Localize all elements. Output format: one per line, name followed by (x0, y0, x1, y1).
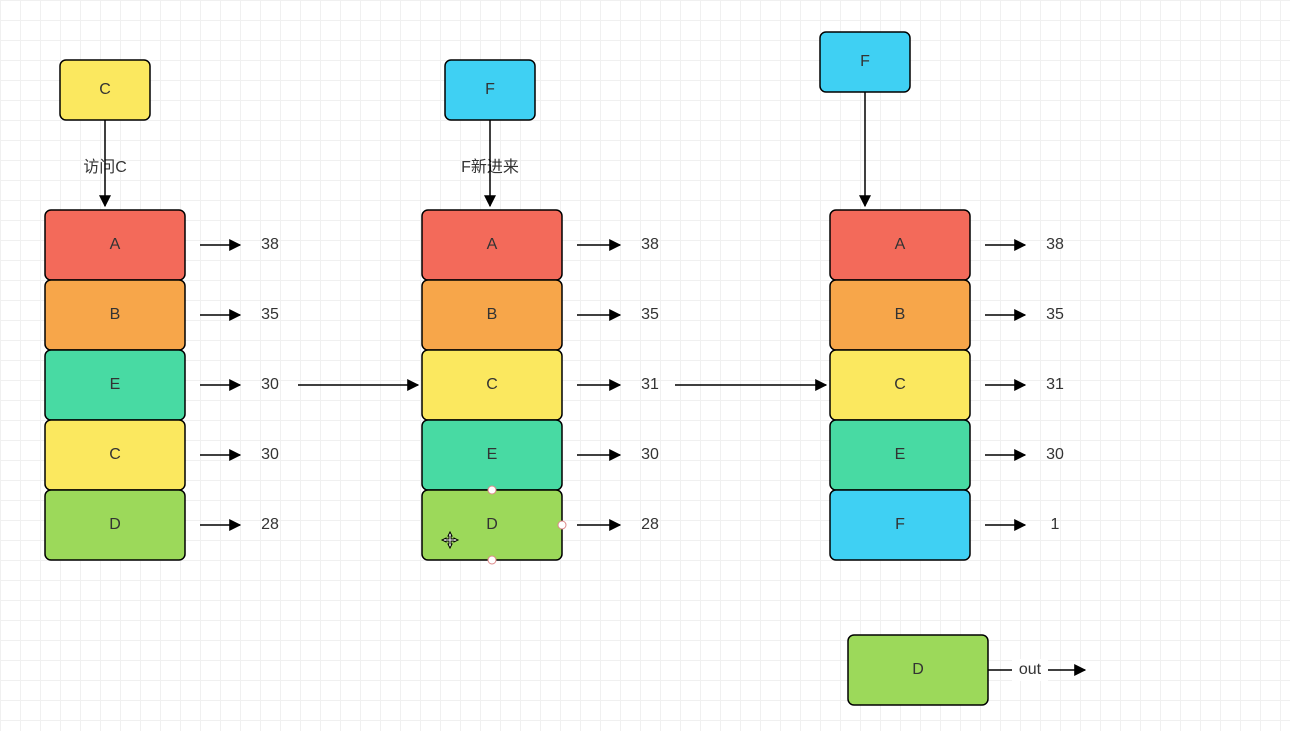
col1-incoming-box: C (60, 60, 150, 120)
svg-text:38: 38 (1046, 236, 1064, 253)
col1: C访问CA38B35E30C30D28 (45, 60, 279, 560)
col2-cell-D: D (422, 490, 562, 560)
svg-text:F: F (895, 516, 905, 533)
col3-cell-C: C (830, 350, 970, 420)
svg-text:1: 1 (1051, 516, 1060, 533)
svg-text:A: A (110, 236, 121, 253)
svg-text:D: D (912, 661, 924, 678)
col2-cell-C: C (422, 350, 562, 420)
svg-text:E: E (110, 376, 121, 393)
svg-text:A: A (487, 236, 498, 253)
svg-text:out: out (1019, 661, 1042, 678)
col3-cell-B: B (830, 280, 970, 350)
selection-handle-bottom[interactable] (488, 556, 496, 564)
col2-cell-B: B (422, 280, 562, 350)
col1-cell-D: D (45, 490, 185, 560)
col1-cell-A: A (45, 210, 185, 280)
col3-cell-E: E (830, 420, 970, 490)
svg-text:C: C (99, 81, 111, 98)
col2-incoming-box: F (445, 60, 535, 120)
svg-text:F: F (860, 53, 870, 70)
svg-text:D: D (109, 516, 121, 533)
col3-incoming-box: F (820, 32, 910, 92)
svg-text:38: 38 (261, 236, 279, 253)
col3-cell-F: F (830, 490, 970, 560)
col1-cell-B: B (45, 280, 185, 350)
svg-text:28: 28 (641, 516, 659, 533)
svg-text:D: D (486, 516, 498, 533)
col3: F A 38 B 35 C 31 E 30 F 1 (820, 32, 1064, 560)
svg-text:B: B (110, 306, 121, 323)
svg-text:C: C (109, 446, 121, 463)
diagram-canvas: C访问CA38B35E30C30D28FF新进来A38B35C31E30D28F… (0, 0, 1290, 731)
svg-text:31: 31 (1046, 376, 1064, 393)
svg-text:A: A (895, 236, 906, 253)
col2: FF新进来A38B35C31E30D28 (422, 60, 659, 564)
col2-cell-A: A (422, 210, 562, 280)
svg-text:31: 31 (641, 376, 659, 393)
svg-text:B: B (895, 306, 906, 323)
col1-cell-E: E (45, 350, 185, 420)
svg-text:35: 35 (261, 306, 279, 323)
col3-cell-A: A (830, 210, 970, 280)
svg-text:30: 30 (1046, 446, 1064, 463)
svg-text:F: F (485, 81, 495, 98)
svg-text:E: E (487, 446, 498, 463)
svg-text:E: E (895, 446, 906, 463)
svg-text:35: 35 (641, 306, 659, 323)
svg-text:C: C (894, 376, 906, 393)
evicted-box: D (848, 635, 988, 705)
svg-text:30: 30 (641, 446, 659, 463)
svg-text:30: 30 (261, 376, 279, 393)
svg-text:C: C (486, 376, 498, 393)
svg-text:35: 35 (1046, 306, 1064, 323)
col2-cell-E: E (422, 420, 562, 490)
selection-handle-right[interactable] (558, 521, 566, 529)
col1-cell-C: C (45, 420, 185, 490)
svg-text:B: B (487, 306, 498, 323)
selection-handle-top[interactable] (488, 486, 496, 494)
svg-text:28: 28 (261, 516, 279, 533)
svg-text:30: 30 (261, 446, 279, 463)
svg-text:38: 38 (641, 236, 659, 253)
